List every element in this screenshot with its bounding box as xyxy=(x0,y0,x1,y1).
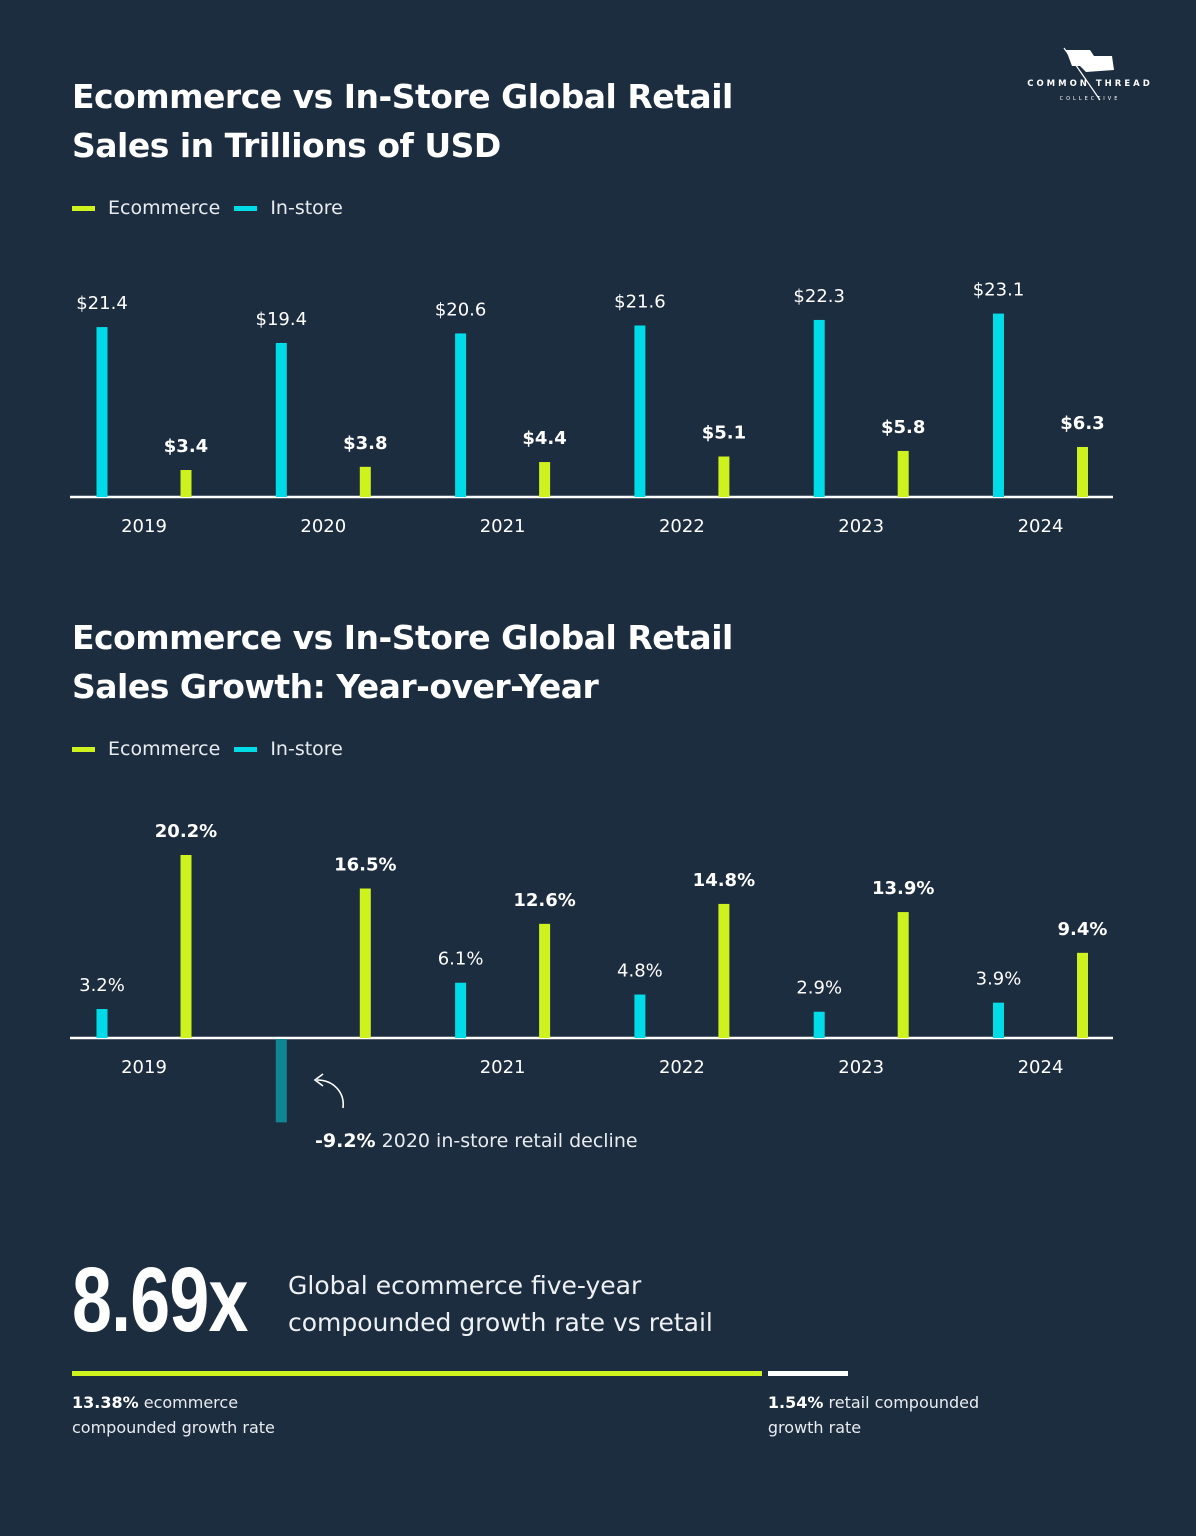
data-label-ecommerce-2024: $6.3 xyxy=(1060,413,1104,434)
sales-bar-chart: $21.4 $3.4 2019 $19.4 $3.8 2020 $20.6 $4.4 2021 $… xyxy=(70,280,1113,537)
data-label-in-store-2024: $23.1 xyxy=(973,280,1025,301)
data-label-in-store-2024: 3.9% xyxy=(976,969,1022,990)
decline-annotation: -9.2% 2020 in-store retail decline xyxy=(315,1126,638,1156)
x-tick-label-2020: 2020 xyxy=(300,516,346,537)
bar-ecommerce-2020 xyxy=(359,888,371,1038)
x-tick-label-2022: 2022 xyxy=(659,516,705,537)
legend-label-in-store: In-store xyxy=(270,197,343,219)
legend-swatch-ecommerce xyxy=(72,746,95,752)
bar-ecommerce-2023 xyxy=(897,450,909,497)
bar-in-store-2023 xyxy=(813,319,825,497)
data-label-ecommerce-2022: 14.8% xyxy=(693,870,755,891)
data-label-in-store-2023: 2.9% xyxy=(796,978,842,999)
bar-ecommerce-2024 xyxy=(1077,952,1088,1038)
ecommerce-rate-text: ecommerce compounded growth rate xyxy=(72,1393,275,1437)
ecommerce-rate-bar xyxy=(72,1371,762,1376)
bar-ecommerce-2021 xyxy=(539,923,551,1038)
bar-ecommerce-2023 xyxy=(897,912,909,1038)
data-label-in-store-2021: 6.1% xyxy=(438,949,484,970)
data-label-ecommerce-2020: 16.5% xyxy=(334,855,396,876)
chart2-title: Ecommerce vs In-Store Global Retail Sale… xyxy=(72,618,733,706)
retail-rate-bar xyxy=(767,1371,848,1376)
data-label-ecommerce-2022: $5.1 xyxy=(702,423,746,444)
legend-swatch-ecommerce xyxy=(72,205,95,211)
data-label-ecommerce-2019: $3.4 xyxy=(164,436,208,457)
ecommerce-rate-value: 13.38% xyxy=(72,1393,139,1412)
annotation-text: 2020 in-store retail decline xyxy=(381,1130,638,1152)
x-tick-label-2021: 2021 xyxy=(480,516,526,537)
x-tick-label-2023: 2023 xyxy=(838,1057,884,1078)
bar-in-store-2019 xyxy=(96,327,108,497)
bar-ecommerce-2022 xyxy=(718,456,730,497)
data-label-in-store-2021: $20.6 xyxy=(435,299,487,320)
bar-in-store-2020 xyxy=(275,1039,287,1123)
retail-rate-note: 1.54% retail compounded growth rate xyxy=(768,1390,1008,1440)
x-tick-label-2019: 2019 xyxy=(121,516,167,537)
growth-multiplier: 8.69x xyxy=(72,1249,248,1351)
logo-text: COMMON THREAD xyxy=(1027,79,1153,89)
data-label-ecommerce-2020: $3.8 xyxy=(343,433,387,454)
bar-in-store-2019 xyxy=(96,1009,108,1038)
legend-label-in-store: In-store xyxy=(270,738,343,760)
multiplier-description: Global ecommerce five-year compounded gr… xyxy=(288,1271,713,1337)
bar-in-store-2020 xyxy=(275,342,287,497)
bar-in-store-2024 xyxy=(993,1002,1004,1038)
data-label-ecommerce-2023: 13.9% xyxy=(872,878,934,899)
data-label-in-store-2019: $21.4 xyxy=(76,293,128,314)
data-label-in-store-2020: $19.4 xyxy=(256,309,308,330)
chart1-legend: Ecommerce In-store xyxy=(72,197,357,219)
growth-bar-chart: 3.2% 20.2% 2019 16.5% 6.1% 12.6% 2021 4.8% 14.8%… xyxy=(70,821,1113,1123)
bar-in-store-2021 xyxy=(455,333,467,497)
annotation-value: -9.2% xyxy=(315,1130,376,1152)
bar-ecommerce-2021 xyxy=(539,462,551,497)
ecommerce-rate-note: 13.38% ecommerce compounded growth rate xyxy=(72,1390,332,1440)
retail-rate-text: retail compounded growth rate xyxy=(767,1393,980,1437)
data-label-in-store-2023: $22.3 xyxy=(793,286,845,307)
bar-ecommerce-2022 xyxy=(718,903,730,1038)
bar-ecommerce-2024 xyxy=(1077,446,1088,497)
data-label-ecommerce-2021: 12.6% xyxy=(513,890,575,911)
legend-label-ecommerce: Ecommerce xyxy=(108,197,221,219)
retail-rate-value: 1.54% xyxy=(767,1393,824,1412)
legend-swatch-in-store xyxy=(234,205,258,211)
data-label-ecommerce-2021: $4.4 xyxy=(522,428,566,449)
x-tick-label-2022: 2022 xyxy=(659,1057,705,1078)
data-label-ecommerce-2019: 20.2% xyxy=(155,821,217,842)
x-tick-label-2019: 2019 xyxy=(121,1057,167,1078)
x-tick-label-2021: 2021 xyxy=(480,1057,526,1078)
bar-in-store-2021 xyxy=(455,982,467,1038)
chart2-legend: Ecommerce In-store xyxy=(72,738,357,760)
bar-in-store-2024 xyxy=(993,313,1004,497)
legend-label-ecommerce: Ecommerce xyxy=(108,738,221,760)
bar-in-store-2022 xyxy=(634,994,646,1038)
data-label-ecommerce-2023: $5.8 xyxy=(881,417,925,438)
bar-in-store-2022 xyxy=(634,325,646,497)
data-label-in-store-2022: 4.8% xyxy=(617,961,663,982)
data-label-in-store-2019: 3.2% xyxy=(79,975,125,996)
legend-swatch-in-store xyxy=(234,746,258,752)
bar-ecommerce-2019 xyxy=(180,470,192,497)
x-tick-label-2024: 2024 xyxy=(1018,516,1064,537)
curved-arrow-icon xyxy=(313,1073,344,1109)
logo-subtext: COLLECTIVE xyxy=(1060,96,1121,102)
x-tick-label-2024: 2024 xyxy=(1018,1057,1064,1078)
bar-ecommerce-2020 xyxy=(359,466,371,497)
bar-in-store-2023 xyxy=(813,1011,825,1038)
common-thread-logo: COMMON THREAD COLLECTIVE xyxy=(1027,47,1153,102)
data-label-ecommerce-2024: 9.4% xyxy=(1058,919,1108,940)
x-tick-label-2023: 2023 xyxy=(838,516,884,537)
chart1-title: Ecommerce vs In-Store Global Retail Sale… xyxy=(72,77,733,165)
data-label-in-store-2022: $21.6 xyxy=(614,291,666,312)
bar-ecommerce-2019 xyxy=(180,854,192,1038)
